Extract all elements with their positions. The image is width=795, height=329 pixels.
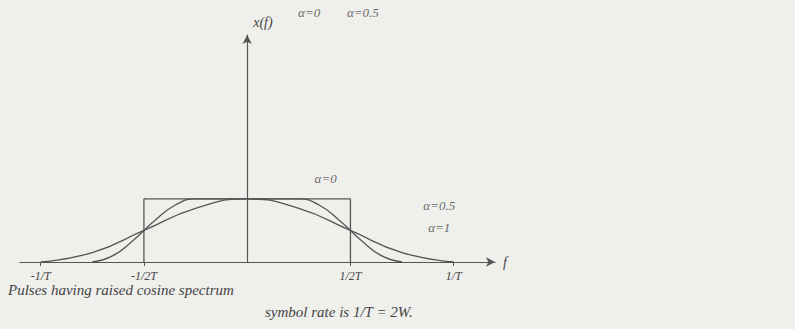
svg-text:f: f xyxy=(503,255,509,270)
svg-text:α=0.5: α=0.5 xyxy=(347,5,379,20)
svg-text:symbol rate is 1/T = 2W.: symbol rate is 1/T = 2W. xyxy=(265,304,413,320)
svg-text:α=0.5: α=0.5 xyxy=(423,198,455,213)
svg-text:α=0: α=0 xyxy=(298,5,321,20)
svg-text:1/2T: 1/2T xyxy=(339,269,362,283)
svg-text:α=0: α=0 xyxy=(315,171,338,186)
svg-text:x(f): x(f) xyxy=(252,15,273,31)
svg-text:-1/2T: -1/2T xyxy=(131,269,158,283)
svg-text:1/T: 1/T xyxy=(446,269,463,283)
svg-text:α=1: α=1 xyxy=(428,220,450,235)
svg-text:Pulses having raised cosine sp: Pulses having raised cosine spectrum xyxy=(7,282,234,298)
svg-text:-1/T: -1/T xyxy=(31,269,52,283)
